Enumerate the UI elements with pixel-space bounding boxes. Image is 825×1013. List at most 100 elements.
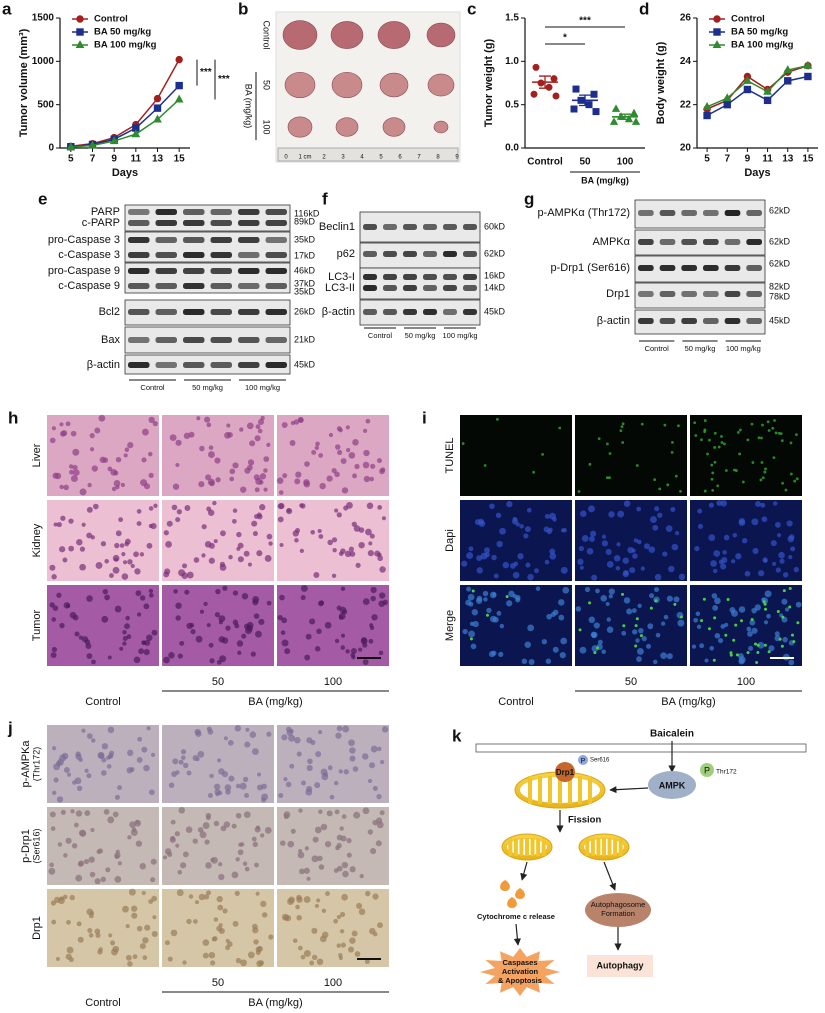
cell bbox=[237, 650, 242, 655]
blot-band bbox=[183, 209, 205, 215]
tunel-cell bbox=[764, 607, 768, 611]
cell bbox=[369, 476, 375, 482]
cell bbox=[304, 654, 311, 661]
crista bbox=[538, 776, 542, 804]
ruler-label: 5 bbox=[379, 155, 383, 161]
cell bbox=[188, 894, 194, 899]
cell bbox=[144, 924, 151, 931]
protein-label: pro-Caspase 3 bbox=[48, 234, 120, 246]
cell bbox=[784, 607, 790, 612]
cell bbox=[329, 794, 335, 800]
cell bbox=[372, 893, 379, 900]
y-tick-label: 1000 bbox=[32, 56, 55, 67]
cell bbox=[760, 502, 766, 508]
cell bbox=[744, 570, 751, 577]
cell bbox=[76, 785, 83, 792]
cell bbox=[218, 873, 225, 881]
cell bbox=[541, 638, 548, 645]
size-label: 78kD bbox=[769, 291, 791, 301]
cell bbox=[600, 595, 607, 602]
cell bbox=[370, 595, 376, 602]
cell bbox=[297, 945, 303, 951]
cell bbox=[758, 570, 765, 577]
cell bbox=[221, 637, 229, 644]
cell bbox=[68, 545, 75, 552]
cell bbox=[193, 557, 200, 563]
cell bbox=[127, 961, 133, 967]
cell bbox=[59, 896, 64, 901]
cell bbox=[132, 954, 138, 960]
group-label: BA (mg/kg) bbox=[248, 696, 302, 708]
cell bbox=[738, 653, 744, 660]
cell bbox=[213, 783, 221, 790]
cell bbox=[125, 615, 130, 621]
cell bbox=[79, 488, 87, 496]
cell bbox=[316, 958, 324, 966]
x-tick-label: 7 bbox=[724, 154, 730, 165]
cell bbox=[286, 508, 291, 513]
y-tick-label: 0.0 bbox=[505, 143, 519, 154]
cell bbox=[528, 658, 535, 665]
cell bbox=[721, 556, 728, 564]
cell bbox=[606, 617, 611, 622]
blot-strip bbox=[124, 262, 291, 294]
data-point bbox=[131, 129, 141, 138]
legend-label: Control bbox=[94, 14, 128, 25]
cell bbox=[342, 725, 350, 733]
cell bbox=[87, 928, 93, 934]
cell bbox=[352, 473, 357, 479]
panel-letter: i bbox=[422, 408, 427, 427]
cell bbox=[713, 446, 717, 449]
cell bbox=[245, 727, 250, 732]
cell bbox=[332, 547, 337, 553]
tunel-cell bbox=[726, 598, 730, 602]
cell bbox=[214, 612, 220, 618]
cell bbox=[462, 628, 468, 635]
blot-band bbox=[210, 220, 232, 226]
cell bbox=[206, 623, 211, 628]
outcome-label: Caspases bbox=[502, 958, 537, 967]
cell bbox=[216, 895, 223, 903]
panel-letter: b bbox=[238, 0, 248, 18]
cell bbox=[761, 423, 764, 427]
cell bbox=[70, 430, 77, 437]
cell bbox=[243, 811, 251, 818]
cell bbox=[151, 930, 158, 938]
cell bbox=[237, 556, 244, 563]
cell bbox=[380, 467, 386, 473]
cell bbox=[171, 504, 178, 511]
cell bbox=[258, 618, 265, 626]
blot-band bbox=[155, 283, 177, 289]
cell bbox=[309, 618, 316, 625]
cell bbox=[115, 456, 122, 463]
cell bbox=[289, 440, 296, 446]
cell bbox=[623, 597, 631, 604]
cell bbox=[315, 751, 322, 758]
cell bbox=[467, 593, 475, 601]
cell bbox=[219, 655, 227, 663]
cell bbox=[241, 593, 249, 600]
cell bbox=[242, 861, 248, 866]
cell bbox=[471, 609, 479, 616]
blot-band bbox=[265, 283, 287, 289]
cell bbox=[325, 891, 330, 897]
protein-label: LC3-II bbox=[325, 282, 355, 294]
cell bbox=[338, 953, 343, 958]
blot-band bbox=[128, 209, 150, 215]
cell bbox=[75, 810, 83, 817]
cell bbox=[62, 557, 68, 563]
cell bbox=[468, 601, 474, 607]
blot-band bbox=[403, 309, 417, 315]
cell bbox=[512, 593, 517, 599]
cell bbox=[150, 877, 156, 883]
cell bbox=[586, 548, 594, 555]
cell bbox=[693, 617, 699, 623]
cell bbox=[319, 482, 326, 490]
cell bbox=[66, 946, 74, 954]
x-tick-label: 5 bbox=[704, 154, 710, 165]
cell bbox=[476, 595, 483, 602]
cell bbox=[340, 911, 346, 918]
tunel-cell bbox=[753, 642, 757, 646]
tumor bbox=[331, 71, 363, 99]
